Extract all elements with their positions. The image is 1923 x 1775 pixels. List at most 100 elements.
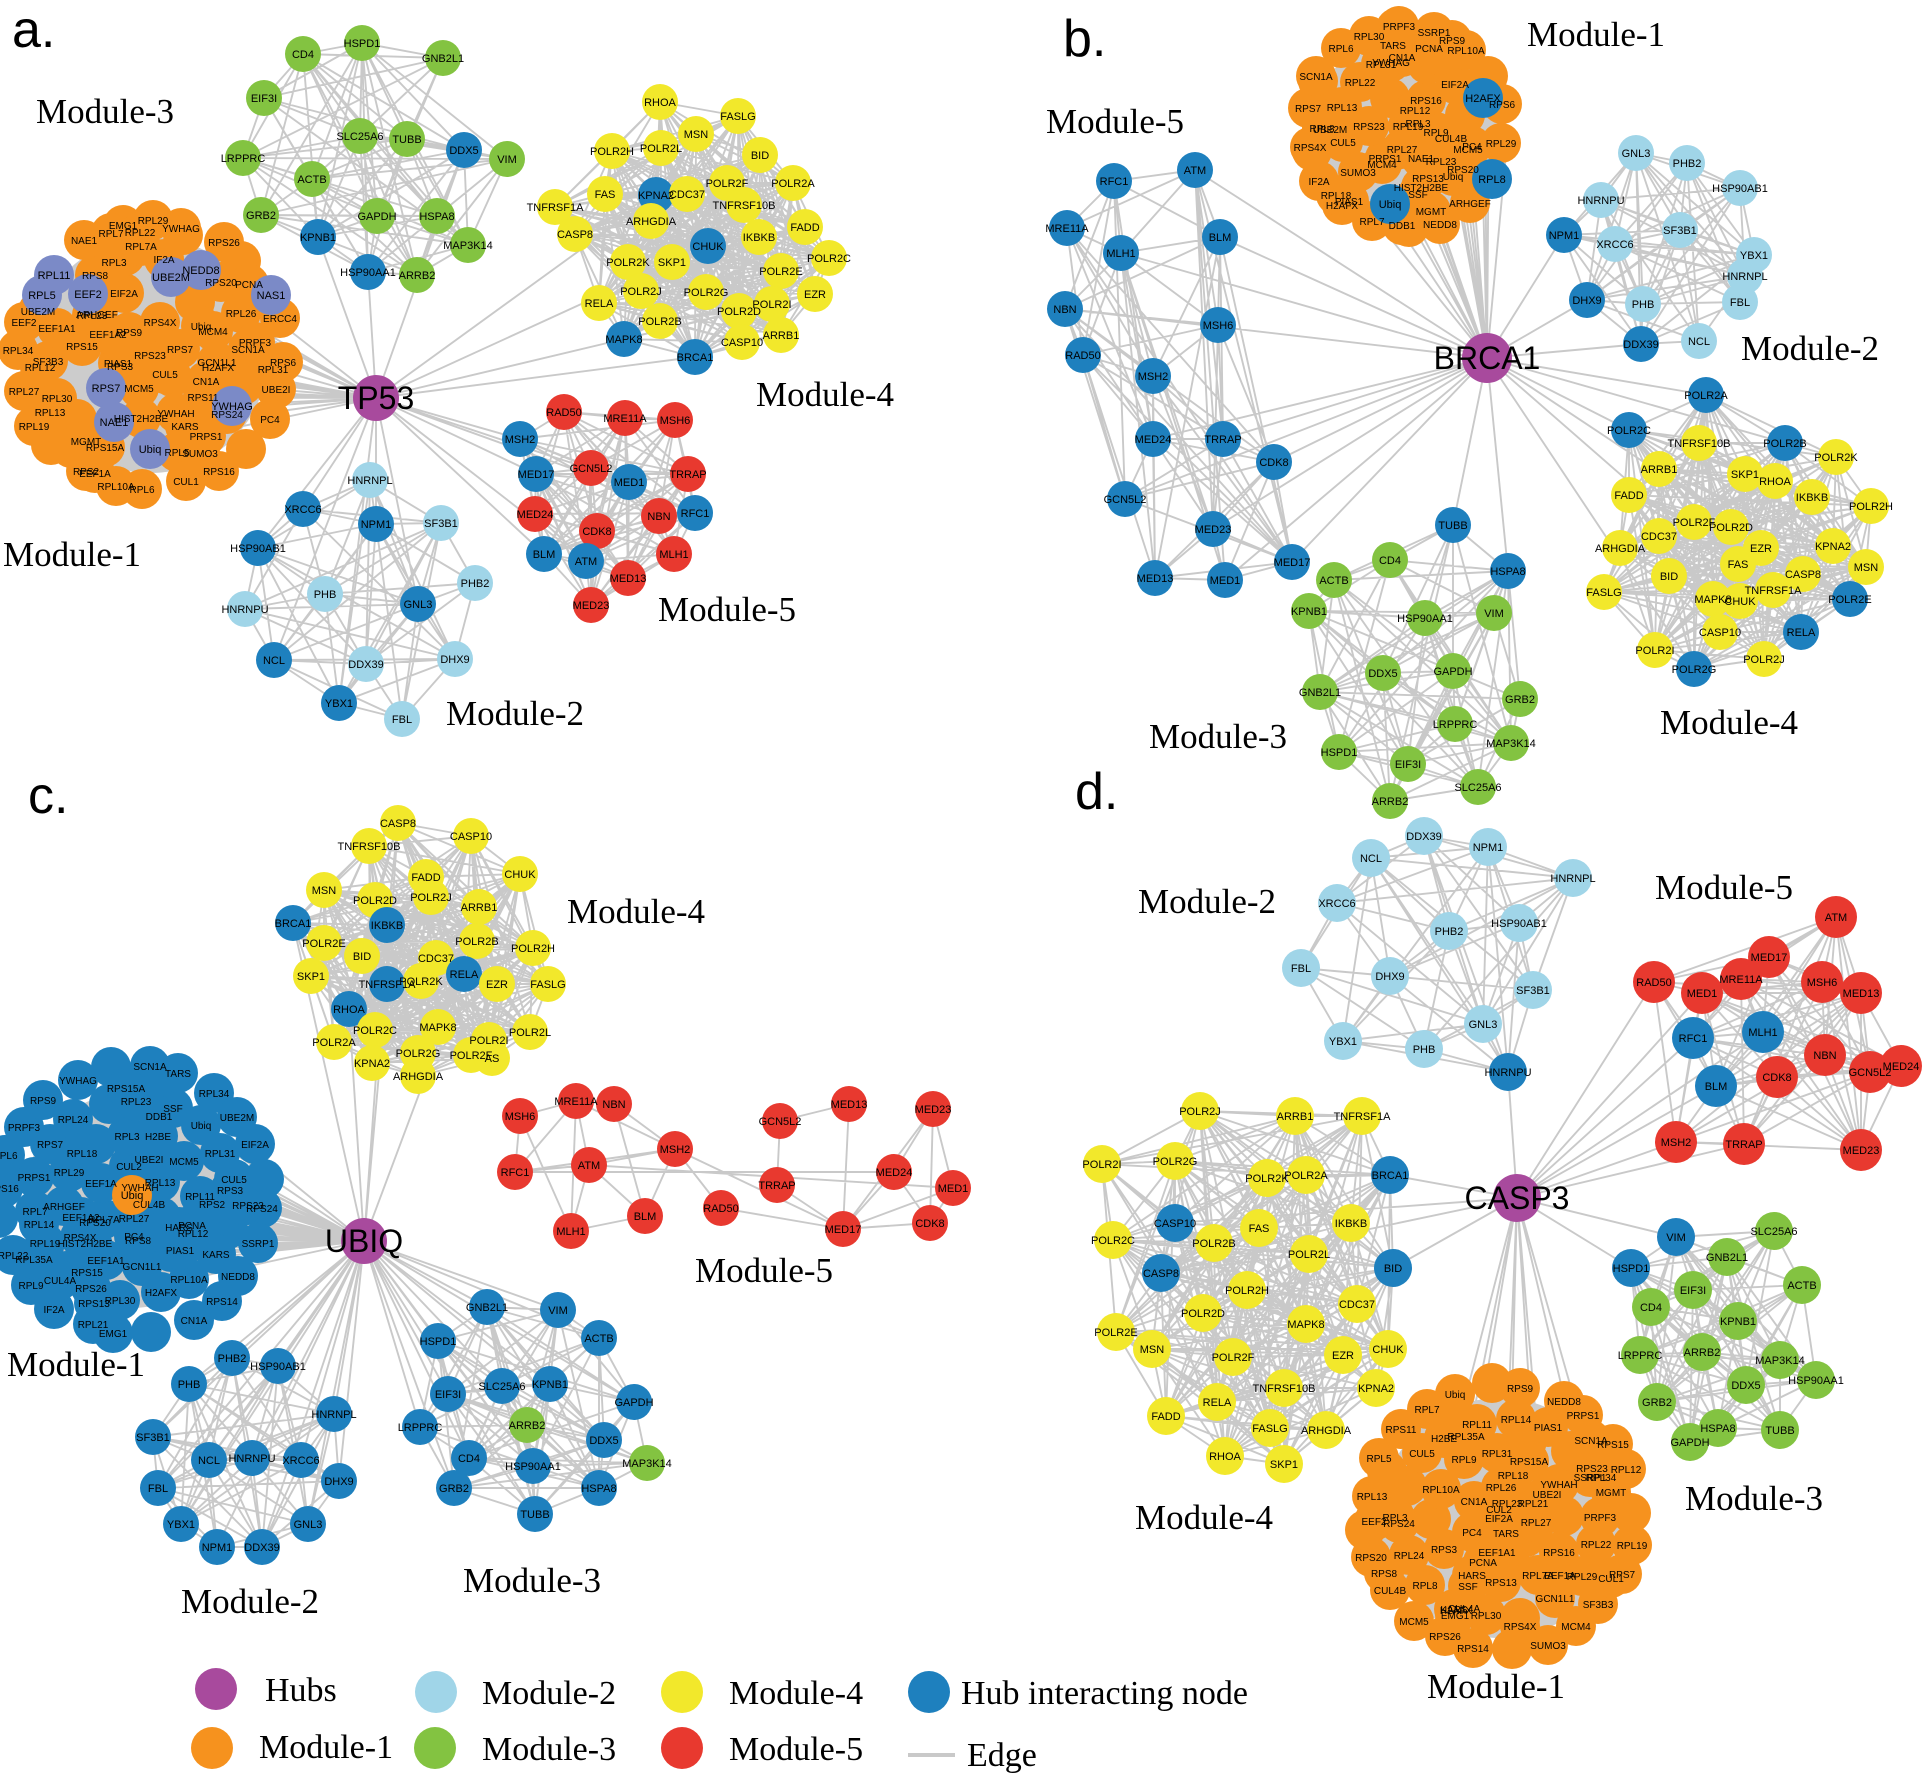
svg-text:UBE2M: UBE2M bbox=[21, 307, 55, 318]
svg-text:RPL18: RPL18 bbox=[1321, 191, 1352, 202]
svg-text:MRE11A: MRE11A bbox=[603, 413, 647, 425]
svg-text:EEF1A1: EEF1A1 bbox=[87, 1256, 125, 1267]
svg-text:H2AFX: H2AFX bbox=[1326, 201, 1359, 212]
svg-text:YWHAG: YWHAG bbox=[162, 224, 200, 235]
svg-text:GRB2: GRB2 bbox=[246, 210, 276, 222]
svg-text:RPS16: RPS16 bbox=[1543, 1548, 1575, 1559]
svg-text:RPL27: RPL27 bbox=[9, 387, 40, 398]
svg-text:MCM5: MCM5 bbox=[169, 1157, 199, 1168]
svg-text:CN1A: CN1A bbox=[1389, 53, 1416, 64]
svg-text:CASP10: CASP10 bbox=[1154, 1218, 1196, 1230]
svg-text:HNRNPL: HNRNPL bbox=[311, 1409, 356, 1421]
svg-text:GAPDH: GAPDH bbox=[357, 211, 396, 223]
svg-text:MRE11A: MRE11A bbox=[554, 1096, 598, 1108]
svg-text:MAPK8: MAPK8 bbox=[419, 1022, 456, 1034]
svg-text:RPL9: RPL9 bbox=[18, 1281, 43, 1292]
svg-text:PRPF3: PRPF3 bbox=[1584, 1513, 1617, 1524]
svg-text:ATM: ATM bbox=[1825, 912, 1847, 924]
svg-text:FADD: FADD bbox=[411, 872, 440, 884]
svg-text:MED17: MED17 bbox=[1274, 557, 1311, 569]
svg-text:EEF1A2: EEF1A2 bbox=[89, 330, 127, 341]
svg-text:POLR2A: POLR2A bbox=[1284, 1170, 1328, 1182]
svg-text:RPL10A: RPL10A bbox=[170, 1275, 208, 1286]
svg-text:KPNB1: KPNB1 bbox=[532, 1379, 568, 1391]
svg-text:POLR2L: POLR2L bbox=[509, 1027, 551, 1039]
svg-text:RPL18: RPL18 bbox=[1498, 1471, 1529, 1482]
svg-text:Module-4: Module-4 bbox=[1135, 1498, 1273, 1537]
svg-text:FADD: FADD bbox=[790, 222, 819, 234]
svg-text:RPS24: RPS24 bbox=[246, 1204, 278, 1215]
svg-text:MED24: MED24 bbox=[517, 509, 554, 521]
svg-text:RPL6: RPL6 bbox=[129, 485, 154, 496]
svg-text:Module-4: Module-4 bbox=[1660, 703, 1798, 742]
svg-text:CUL5: CUL5 bbox=[1330, 138, 1356, 149]
svg-text:DDB1: DDB1 bbox=[1389, 221, 1416, 232]
svg-text:UBE2I: UBE2I bbox=[135, 1155, 164, 1166]
svg-text:SSRP1: SSRP1 bbox=[1418, 28, 1451, 39]
svg-text:NAS1: NAS1 bbox=[257, 290, 286, 302]
svg-text:SLC25A6: SLC25A6 bbox=[478, 1381, 525, 1393]
svg-text:POLR2K: POLR2K bbox=[399, 976, 443, 988]
svg-text:Ubiq: Ubiq bbox=[1443, 172, 1464, 183]
svg-text:VIM: VIM bbox=[497, 154, 517, 166]
svg-text:YBX1: YBX1 bbox=[1329, 1036, 1357, 1048]
svg-text:MED23: MED23 bbox=[573, 600, 610, 612]
svg-text:RPL22: RPL22 bbox=[1345, 78, 1376, 89]
svg-text:SLC25A6: SLC25A6 bbox=[336, 131, 383, 143]
svg-text:Module-1: Module-1 bbox=[3, 535, 141, 574]
svg-text:TARS: TARS bbox=[1493, 1529, 1519, 1540]
svg-text:POLR2B: POLR2B bbox=[1763, 438, 1806, 450]
svg-text:RPL22: RPL22 bbox=[1581, 1540, 1612, 1551]
svg-text:PCNA: PCNA bbox=[178, 1221, 206, 1232]
svg-text:GNL3: GNL3 bbox=[404, 599, 433, 611]
svg-text:EIF2A: EIF2A bbox=[1441, 80, 1469, 91]
svg-text:PHB: PHB bbox=[1413, 1044, 1436, 1056]
svg-text:ARRB2: ARRB2 bbox=[1372, 796, 1409, 808]
svg-text:SCN1A: SCN1A bbox=[1574, 1436, 1608, 1447]
svg-text:PIAS1: PIAS1 bbox=[1335, 197, 1364, 208]
svg-text:EZR: EZR bbox=[804, 289, 826, 301]
svg-text:HSP90AA1: HSP90AA1 bbox=[1788, 1375, 1844, 1387]
svg-text:ARHGEF: ARHGEF bbox=[1449, 199, 1491, 210]
svg-text:RPL9: RPL9 bbox=[1451, 1455, 1476, 1466]
svg-text:RAD50: RAD50 bbox=[1636, 977, 1671, 989]
svg-text:MAPK8: MAPK8 bbox=[605, 334, 642, 346]
svg-text:PRPF3: PRPF3 bbox=[8, 1123, 41, 1134]
svg-text:IF2A: IF2A bbox=[1308, 177, 1329, 188]
svg-text:HSPA8: HSPA8 bbox=[419, 211, 454, 223]
svg-text:CDK8: CDK8 bbox=[1259, 457, 1288, 469]
svg-text:TARS: TARS bbox=[1380, 41, 1406, 52]
svg-text:MRE11A: MRE11A bbox=[1045, 223, 1089, 235]
svg-text:KPNB1: KPNB1 bbox=[1720, 1316, 1756, 1328]
svg-text:PRPS1: PRPS1 bbox=[190, 432, 223, 443]
svg-text:Module-5: Module-5 bbox=[729, 1731, 863, 1768]
svg-text:CUL4B: CUL4B bbox=[1374, 1586, 1407, 1597]
svg-text:GAPDH: GAPDH bbox=[614, 1397, 653, 1409]
svg-text:ARRB2: ARRB2 bbox=[399, 270, 436, 282]
svg-text:HSP90AB1: HSP90AB1 bbox=[1712, 183, 1768, 195]
svg-text:RPL23: RPL23 bbox=[1426, 157, 1457, 168]
svg-text:BID: BID bbox=[353, 951, 371, 963]
svg-text:SKP1: SKP1 bbox=[1731, 469, 1759, 481]
svg-text:RPL7: RPL7 bbox=[22, 1207, 47, 1218]
svg-text:RPL12: RPL12 bbox=[178, 1229, 209, 1240]
svg-text:Module-3: Module-3 bbox=[36, 92, 174, 131]
svg-text:POLR2E: POLR2E bbox=[302, 938, 345, 950]
svg-text:RPS23: RPS23 bbox=[1353, 122, 1385, 133]
svg-text:EEF1A: EEF1A bbox=[1544, 1571, 1576, 1582]
svg-text:MED13: MED13 bbox=[1843, 988, 1880, 1000]
svg-text:POLR2E: POLR2E bbox=[759, 266, 802, 278]
svg-text:RPL22: RPL22 bbox=[0, 1251, 29, 1262]
svg-text:POLR2I: POLR2I bbox=[1082, 1159, 1121, 1171]
svg-text:GCN5L2: GCN5L2 bbox=[759, 1116, 802, 1128]
svg-text:GRB2: GRB2 bbox=[439, 1483, 469, 1495]
svg-text:CD4: CD4 bbox=[1640, 1302, 1662, 1314]
svg-text:RPL19: RPL19 bbox=[1393, 122, 1424, 133]
svg-text:IKBKB: IKBKB bbox=[1335, 1218, 1367, 1230]
svg-text:FASLG: FASLG bbox=[530, 979, 565, 991]
svg-text:MED1: MED1 bbox=[938, 1183, 969, 1195]
svg-text:POLR2L: POLR2L bbox=[640, 143, 682, 155]
svg-text:RPL5: RPL5 bbox=[1366, 1454, 1391, 1465]
svg-text:MED13: MED13 bbox=[831, 1099, 868, 1111]
svg-text:NEDD8: NEDD8 bbox=[182, 265, 219, 277]
